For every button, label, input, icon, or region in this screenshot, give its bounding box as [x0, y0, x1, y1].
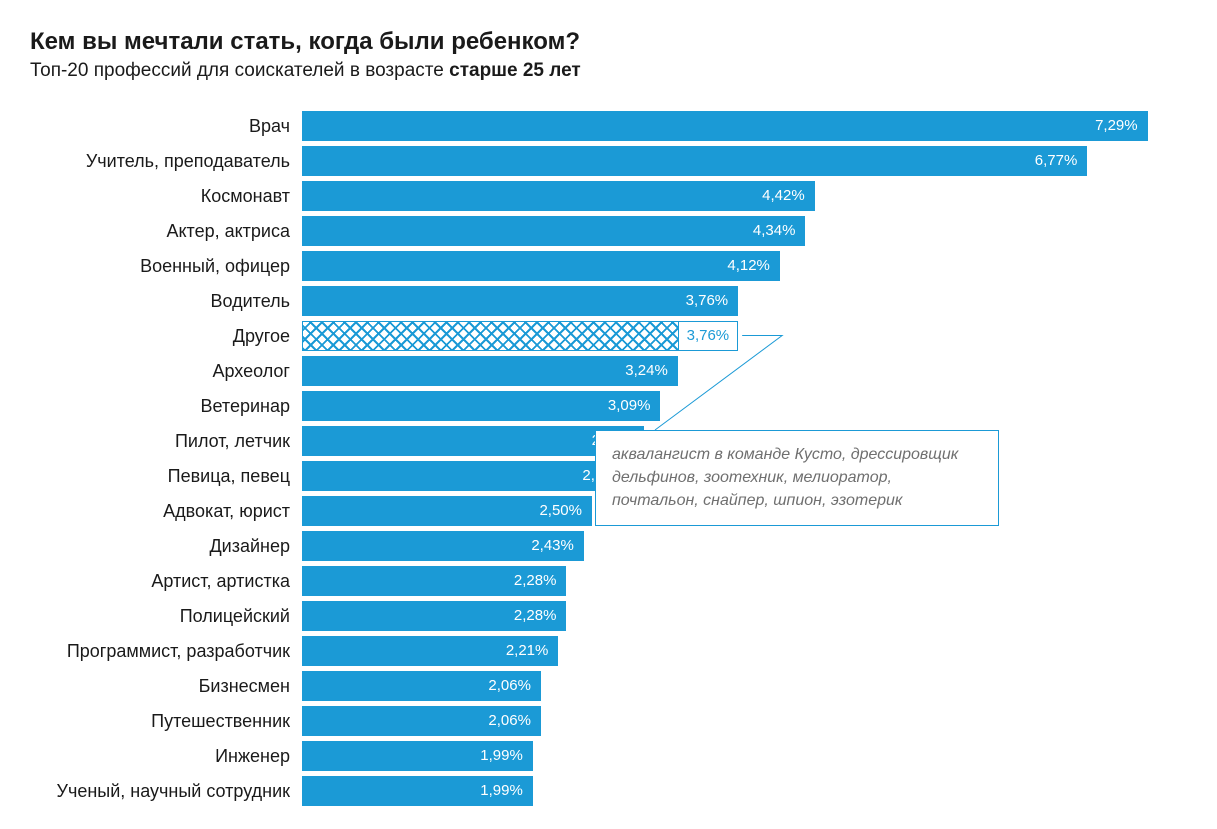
chart-title: Кем вы мечтали стать, когда были ребенко… — [30, 28, 1187, 56]
category-label: Певица, певец — [30, 467, 302, 485]
bar-row: Археолог 3,24% — [30, 353, 1187, 388]
bar-cell: 2,43% — [302, 531, 1187, 561]
bar: 2,43% — [302, 531, 584, 561]
bar-cell: 3,09% — [302, 391, 1187, 421]
category-label: Другое — [30, 327, 302, 345]
callout-text: аквалангист в команде Кусто, дрессировщи… — [612, 446, 958, 509]
chart-container: Кем вы мечтали стать, когда были ребенко… — [0, 0, 1217, 829]
category-label: Врач — [30, 117, 302, 135]
bar-row: Другое 3,76% — [30, 318, 1187, 353]
bar: 3,76% — [302, 286, 738, 316]
bar-cell: 4,42% — [302, 181, 1187, 211]
bar: 1,99% — [302, 741, 533, 771]
bar-row: Артист, артистка 2,28% — [30, 563, 1187, 598]
category-label: Полицейский — [30, 607, 302, 625]
category-label: Дизайнер — [30, 537, 302, 555]
bar-value-label: 3,76% — [686, 292, 729, 309]
bar: 3,09% — [302, 391, 660, 421]
bar-cell: 3,24% — [302, 356, 1187, 386]
bar-row: Программист, разработчик 2,21% — [30, 633, 1187, 668]
bar: 4,34% — [302, 216, 805, 246]
category-label: Бизнесмен — [30, 677, 302, 695]
bar: 2,21% — [302, 636, 558, 666]
bar: 2,95% — [302, 426, 644, 456]
bar-cell: 4,12% — [302, 251, 1187, 281]
bar: 2,06% — [302, 671, 541, 701]
bar-row: Инженер 1,99% — [30, 738, 1187, 773]
bar-cell: 2,06% — [302, 706, 1187, 736]
bar: 2,06% — [302, 706, 541, 736]
bar: 6,77% — [302, 146, 1087, 176]
bar-row: Военный, офицер 4,12% — [30, 248, 1187, 283]
bar-value-label: 2,21% — [506, 642, 549, 659]
bar-hatched: 3,76% — [302, 321, 738, 351]
bar-value-label: 3,09% — [608, 397, 651, 414]
bar-row: Путешественник 2,06% — [30, 703, 1187, 738]
bar-row: Актер, актриса 4,34% — [30, 213, 1187, 248]
bar-value-label: 1,99% — [480, 782, 523, 799]
bar-cell: 2,06% — [302, 671, 1187, 701]
bar-cell: 4,34% — [302, 216, 1187, 246]
category-label: Адвокат, юрист — [30, 502, 302, 520]
bar-cell: 2,21% — [302, 636, 1187, 666]
bar-cell: 3,76% — [302, 286, 1187, 316]
bar-value-label: 3,24% — [625, 362, 668, 379]
bar: 4,42% — [302, 181, 815, 211]
bar: 4,12% — [302, 251, 780, 281]
category-label: Ученый, научный сотрудник — [30, 782, 302, 800]
bar-value-label: 2,43% — [531, 537, 574, 554]
bar-row: Врач 7,29% — [30, 108, 1187, 143]
bar-value-label: 2,06% — [488, 712, 531, 729]
bar-cell: 2,28% — [302, 566, 1187, 596]
category-label: Пилот, летчик — [30, 432, 302, 450]
bar-value-label: 1,99% — [480, 747, 523, 764]
bar-value-label: 6,77% — [1035, 152, 1078, 169]
bar-cell: 1,99% — [302, 741, 1187, 771]
category-label: Артист, артистка — [30, 572, 302, 590]
bar-value-label: 2,50% — [539, 502, 582, 519]
category-label: Программист, разработчик — [30, 642, 302, 660]
bar-row: Дизайнер 2,43% — [30, 528, 1187, 563]
bar-row: Космонавт 4,42% — [30, 178, 1187, 213]
bar-row: Ветеринар 3,09% — [30, 388, 1187, 423]
callout-box: аквалангист в команде Кусто, дрессировщи… — [595, 430, 999, 526]
category-label: Учитель, преподаватель — [30, 152, 302, 170]
category-label: Археолог — [30, 362, 302, 380]
bar-value-label: 3,76% — [678, 322, 738, 350]
bar-cell: 1,99% — [302, 776, 1187, 806]
category-label: Ветеринар — [30, 397, 302, 415]
bar-row: Полицейский 2,28% — [30, 598, 1187, 633]
bar-cell: 3,76% — [302, 321, 1187, 351]
category-label: Актер, актриса — [30, 222, 302, 240]
bar-value-label: 4,42% — [762, 187, 805, 204]
bar: 7,29% — [302, 111, 1148, 141]
category-label: Водитель — [30, 292, 302, 310]
bar: 2,50% — [302, 496, 592, 526]
category-label: Инженер — [30, 747, 302, 765]
subtitle-bold: старше 25 лет — [449, 60, 581, 81]
bar-value-label: 4,12% — [727, 257, 770, 274]
bar-cell: 2,28% — [302, 601, 1187, 631]
bar-cell: 7,29% — [302, 111, 1187, 141]
bar-row: Учитель, преподаватель 6,77% — [30, 143, 1187, 178]
subtitle-prefix: Топ-20 профессий для соискателей в возра… — [30, 60, 449, 81]
bar-row: Ученый, научный сотрудник 1,99% — [30, 773, 1187, 808]
bar-cell: 6,77% — [302, 146, 1187, 176]
bar-row: Водитель 3,76% — [30, 283, 1187, 318]
bar: 1,99% — [302, 776, 533, 806]
bar-value-label: 2,28% — [514, 607, 557, 624]
bar-row: Бизнесмен 2,06% — [30, 668, 1187, 703]
bar-value-label: 4,34% — [753, 222, 796, 239]
bar-value-label: 7,29% — [1095, 117, 1138, 134]
category-label: Военный, офицер — [30, 257, 302, 275]
bar: 2,28% — [302, 566, 566, 596]
bar: 2,87% — [302, 461, 635, 491]
bar-value-label: 2,28% — [514, 572, 557, 589]
category-label: Путешественник — [30, 712, 302, 730]
bar: 2,28% — [302, 601, 566, 631]
category-label: Космонавт — [30, 187, 302, 205]
bar: 3,24% — [302, 356, 678, 386]
chart-subtitle: Топ-20 профессий для соискателей в возра… — [30, 60, 1187, 82]
bar-value-label: 2,06% — [488, 677, 531, 694]
